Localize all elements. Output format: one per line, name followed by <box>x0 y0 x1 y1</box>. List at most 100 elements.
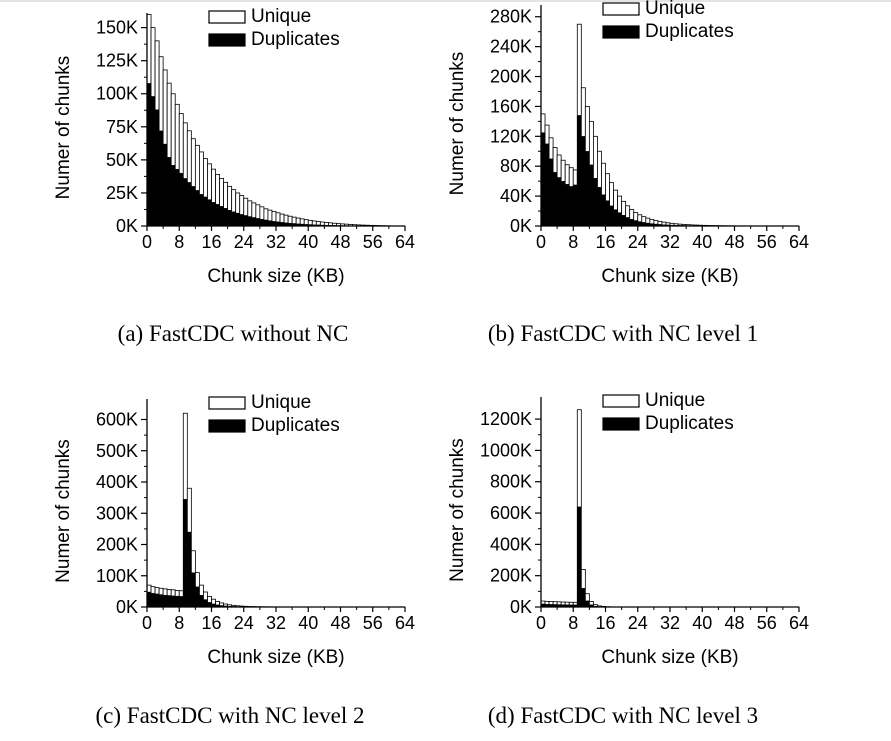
y-tick-label: 400K <box>490 534 532 554</box>
x-tick-label: 48 <box>330 613 350 633</box>
x-tick-label: 24 <box>234 232 254 252</box>
bar-duplicates <box>633 220 638 227</box>
bar-duplicates <box>259 218 265 227</box>
bar-duplicates <box>243 215 248 227</box>
bar-duplicates <box>601 194 606 227</box>
bar-duplicates <box>565 183 570 227</box>
x-tick-label: 24 <box>628 613 648 633</box>
bar-duplicates <box>203 196 208 227</box>
bar-duplicates <box>162 143 168 227</box>
y-tick-label: 160K <box>490 96 532 116</box>
x-tick-label: 48 <box>724 613 744 633</box>
bar-duplicates <box>154 109 160 227</box>
x-tick-label: 48 <box>724 232 744 252</box>
x-tick-label: 56 <box>757 232 777 252</box>
legend-swatch-unique <box>602 2 640 16</box>
bar-duplicates <box>271 221 277 227</box>
x-tick-label: 32 <box>660 613 680 633</box>
y-tick-label: 0K <box>510 597 532 617</box>
x-tick-label: 8 <box>568 232 578 252</box>
legend-label-duplicates: Duplicates <box>251 415 340 436</box>
bar-duplicates <box>597 186 602 227</box>
x-tick-label: 32 <box>266 613 286 633</box>
chart-panel-1: 0K 25K 50K 75K 100K 125K 150K 0 8 16 24 32 40 48 56 64 C… <box>53 6 415 346</box>
y-tick-label: 120K <box>490 126 532 146</box>
bar-duplicates <box>544 143 550 227</box>
bar-duplicates <box>211 202 216 227</box>
panel-caption: (d) FastCDC with NC level 3 <box>488 703 758 728</box>
bar-duplicates <box>577 115 582 227</box>
x-tick-label: 56 <box>363 232 383 252</box>
legend-label-duplicates: Duplicates <box>645 413 734 434</box>
x-tick-label: 48 <box>330 232 350 252</box>
x-tick-label: 56 <box>757 613 777 633</box>
bar-duplicates <box>577 506 582 608</box>
y-tick-label: 1000K <box>480 440 532 460</box>
x-tick-label: 64 <box>395 613 415 633</box>
bar-duplicates <box>171 595 176 608</box>
x-tick-label: 32 <box>660 232 680 252</box>
bar-duplicates <box>154 593 160 608</box>
x-tick-label: 16 <box>595 613 615 633</box>
y-tick-label: 40K <box>500 186 532 206</box>
bar-duplicates <box>569 186 574 227</box>
y-tick-label: 500K <box>96 441 138 461</box>
bar-duplicates <box>239 214 244 227</box>
bar-duplicates <box>556 177 562 227</box>
x-tick-label: 40 <box>692 613 712 633</box>
legend-label-unique: Unique <box>645 390 705 411</box>
bar-duplicates <box>231 211 236 227</box>
bar-duplicates <box>617 212 622 227</box>
bar-duplicates <box>267 220 273 227</box>
x-tick-label: 0 <box>142 232 152 252</box>
y-tick-label: 0K <box>116 216 138 236</box>
bar-duplicates <box>187 531 192 608</box>
bar-duplicates <box>247 216 252 227</box>
bar-duplicates <box>552 172 558 227</box>
bar-duplicates <box>255 218 261 227</box>
legend-swatch-duplicates <box>208 419 246 433</box>
bar-duplicates <box>191 572 196 608</box>
bar-duplicates <box>621 215 626 227</box>
legend-swatch-unique <box>208 396 246 410</box>
bar-duplicates <box>158 594 164 608</box>
y-tick-label: 25K <box>106 183 138 203</box>
bar-duplicates <box>613 209 618 227</box>
legend-label-duplicates: Duplicates <box>645 21 734 42</box>
y-axis-label: Numer of chunks <box>53 56 74 200</box>
bar-duplicates <box>183 499 188 608</box>
chart-panel-3: 0K 100K 200K 300K 400K 500K 600K 0 8 16 24 32 40 48 56… <box>53 392 415 728</box>
y-tick-label: 125K <box>96 51 138 71</box>
legend-label-unique: Unique <box>645 0 705 19</box>
legend-swatch-duplicates <box>208 33 246 47</box>
bar-duplicates <box>251 217 256 227</box>
x-tick-label: 64 <box>789 232 809 252</box>
top-separator <box>0 0 891 2</box>
chart-panel-2: 0K 40K 80K 120K 160K 200K 240K 280K 0 8 16 24 32 40 48… <box>447 0 809 346</box>
bar-duplicates <box>167 595 172 608</box>
bar-duplicates <box>167 157 172 227</box>
y-tick-label: 240K <box>490 37 532 57</box>
bar-duplicates <box>195 190 200 227</box>
bar-duplicates <box>561 181 566 227</box>
x-tick-label: 40 <box>692 232 712 252</box>
bar-duplicates <box>625 217 630 227</box>
x-tick-label: 56 <box>363 613 383 633</box>
y-tick-label: 75K <box>106 117 138 137</box>
y-axis-label: Numer of chunks <box>447 438 468 582</box>
bar-duplicates <box>581 588 586 608</box>
bar-duplicates <box>609 205 614 227</box>
x-tick-label: 8 <box>568 613 578 633</box>
x-tick-label: 0 <box>536 613 546 633</box>
x-tick-label: 8 <box>174 613 184 633</box>
y-tick-label: 0K <box>116 597 138 617</box>
y-tick-label: 400K <box>96 472 138 492</box>
x-tick-label: 0 <box>142 613 152 633</box>
bar-duplicates <box>175 168 180 227</box>
x-tick-label: 24 <box>234 613 254 633</box>
bar-duplicates <box>179 172 184 227</box>
y-tick-label: 300K <box>96 503 138 523</box>
bar-duplicates <box>227 209 232 227</box>
x-tick-label: 16 <box>201 232 221 252</box>
y-tick-label: 1200K <box>480 409 532 429</box>
